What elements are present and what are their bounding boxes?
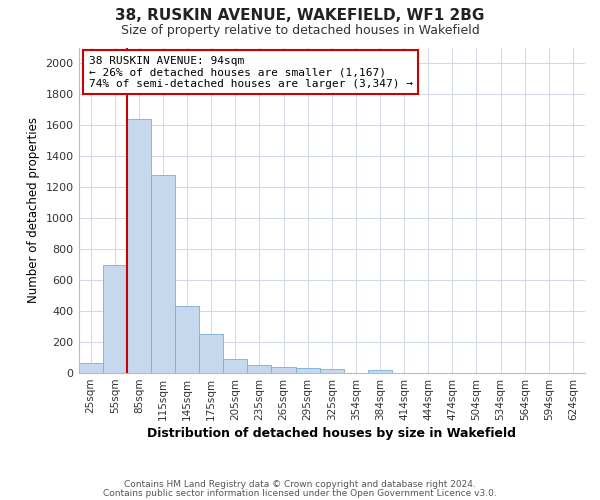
X-axis label: Distribution of detached houses by size in Wakefield: Distribution of detached houses by size … bbox=[147, 427, 516, 440]
Bar bbox=[175, 306, 199, 373]
Text: 38, RUSKIN AVENUE, WAKEFIELD, WF1 2BG: 38, RUSKIN AVENUE, WAKEFIELD, WF1 2BG bbox=[115, 8, 485, 22]
Text: Size of property relative to detached houses in Wakefield: Size of property relative to detached ho… bbox=[121, 24, 479, 37]
Text: Contains public sector information licensed under the Open Government Licence v3: Contains public sector information licen… bbox=[103, 488, 497, 498]
Bar bbox=[368, 370, 392, 373]
Bar bbox=[271, 367, 296, 373]
Bar bbox=[127, 119, 151, 373]
Text: Contains HM Land Registry data © Crown copyright and database right 2024.: Contains HM Land Registry data © Crown c… bbox=[124, 480, 476, 489]
Bar bbox=[223, 359, 247, 373]
Bar bbox=[151, 174, 175, 373]
Bar bbox=[199, 334, 223, 373]
Y-axis label: Number of detached properties: Number of detached properties bbox=[27, 118, 40, 304]
Text: 38 RUSKIN AVENUE: 94sqm
← 26% of detached houses are smaller (1,167)
74% of semi: 38 RUSKIN AVENUE: 94sqm ← 26% of detache… bbox=[89, 56, 413, 89]
Bar bbox=[79, 363, 103, 373]
Bar bbox=[247, 364, 271, 373]
Bar bbox=[320, 369, 344, 373]
Bar bbox=[296, 368, 320, 373]
Bar bbox=[103, 266, 127, 373]
